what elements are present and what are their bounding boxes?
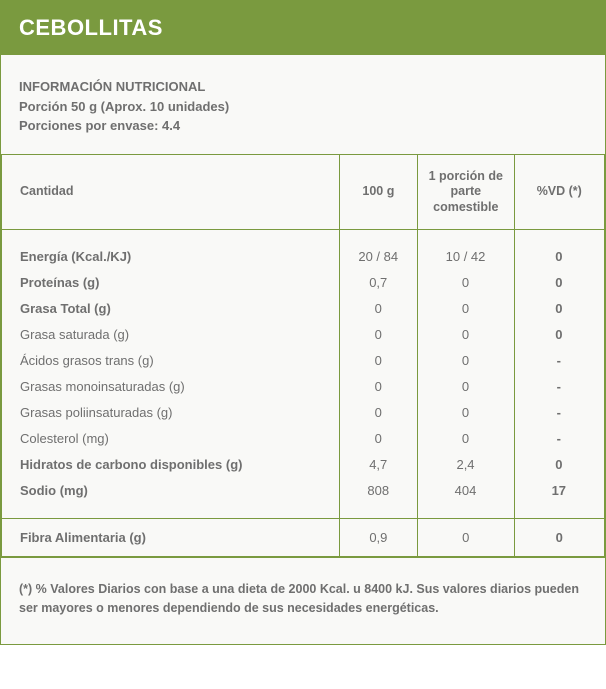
value-100g: 808: [339, 478, 417, 504]
value-100g: 20 / 84: [339, 244, 417, 270]
table-header-row: Cantidad 100 g 1 porción de parte comest…: [2, 154, 605, 230]
value-100g: 0,7: [339, 270, 417, 296]
nutrient-label: Sodio (mg): [2, 478, 339, 504]
value-vd: -: [514, 400, 604, 426]
info-portion: Porción 50 g (Aprox. 10 unidades): [19, 97, 587, 117]
nutrition-rows: Energía (Kcal./KJ)20 / 8410 / 420Proteín…: [2, 230, 604, 518]
value-vd: 0: [514, 270, 604, 296]
header-portion: 1 porción de parte comestible: [418, 154, 514, 230]
fiber-vd: 0: [514, 519, 604, 557]
nutrition-table: Cantidad 100 g 1 porción de parte comest…: [1, 154, 605, 558]
value-100g: 0: [339, 296, 417, 322]
value-vd: -: [514, 374, 604, 400]
fiber-portion: 0: [418, 519, 514, 557]
value-portion: 0: [417, 400, 513, 426]
value-100g: 0: [339, 348, 417, 374]
value-vd: -: [514, 348, 604, 374]
nutrient-label: Colesterol (mg): [2, 426, 339, 452]
value-portion: 0: [417, 322, 513, 348]
nutrient-label: Grasa saturada (g): [2, 322, 339, 348]
fiber-100g: 0,9: [339, 519, 417, 557]
value-vd: -: [514, 426, 604, 452]
nutrient-label: Energía (Kcal./KJ): [2, 244, 339, 270]
value-100g: 0: [339, 322, 417, 348]
header-vd: %VD (*): [514, 154, 604, 230]
value-100g: 4,7: [339, 452, 417, 478]
fiber-label: Fibra Alimentaria (g): [2, 519, 340, 557]
value-portion: 0: [417, 374, 513, 400]
info-heading: INFORMACIÓN NUTRICIONAL: [19, 77, 587, 97]
value-portion: 2,4: [417, 452, 513, 478]
value-portion: 0: [417, 348, 513, 374]
info-block: INFORMACIÓN NUTRICIONAL Porción 50 g (Ap…: [1, 55, 605, 154]
nutrient-label: Grasas poliinsaturadas (g): [2, 400, 339, 426]
value-100g: 0: [339, 426, 417, 452]
nutrition-panel: CEBOLLITAS INFORMACIÓN NUTRICIONAL Porci…: [0, 0, 606, 645]
value-vd: 17: [514, 478, 604, 504]
nutrient-label: Hidratos de carbono disponibles (g): [2, 452, 339, 478]
value-portion: 10 / 42: [417, 244, 513, 270]
value-vd: 0: [514, 322, 604, 348]
fiber-row: Fibra Alimentaria (g) 0,9 0 0: [2, 519, 605, 557]
value-portion: 404: [417, 478, 513, 504]
footnote: (*) % Valores Diarios con base a una die…: [1, 557, 605, 644]
value-vd: 0: [514, 296, 604, 322]
value-portion: 0: [417, 296, 513, 322]
nutrient-label: Grasas monoinsaturadas (g): [2, 374, 339, 400]
info-servings: Porciones por envase: 4.4: [19, 116, 587, 136]
nutrient-label: Grasa Total (g): [2, 296, 339, 322]
value-vd: 0: [514, 452, 604, 478]
header-100g: 100 g: [339, 154, 417, 230]
nutrient-label: Ácidos grasos trans (g): [2, 348, 339, 374]
nutrient-label: Proteínas (g): [2, 270, 339, 296]
value-portion: 0: [417, 270, 513, 296]
value-100g: 0: [339, 400, 417, 426]
product-title: CEBOLLITAS: [1, 1, 605, 55]
value-portion: 0: [417, 426, 513, 452]
value-vd: 0: [514, 244, 604, 270]
header-quantity: Cantidad: [2, 154, 340, 230]
value-100g: 0: [339, 374, 417, 400]
